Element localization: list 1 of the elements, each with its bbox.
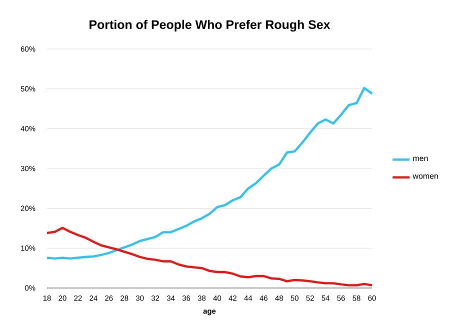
- chart-title: Portion of People Who Prefer Rough Sex: [90, 20, 330, 32]
